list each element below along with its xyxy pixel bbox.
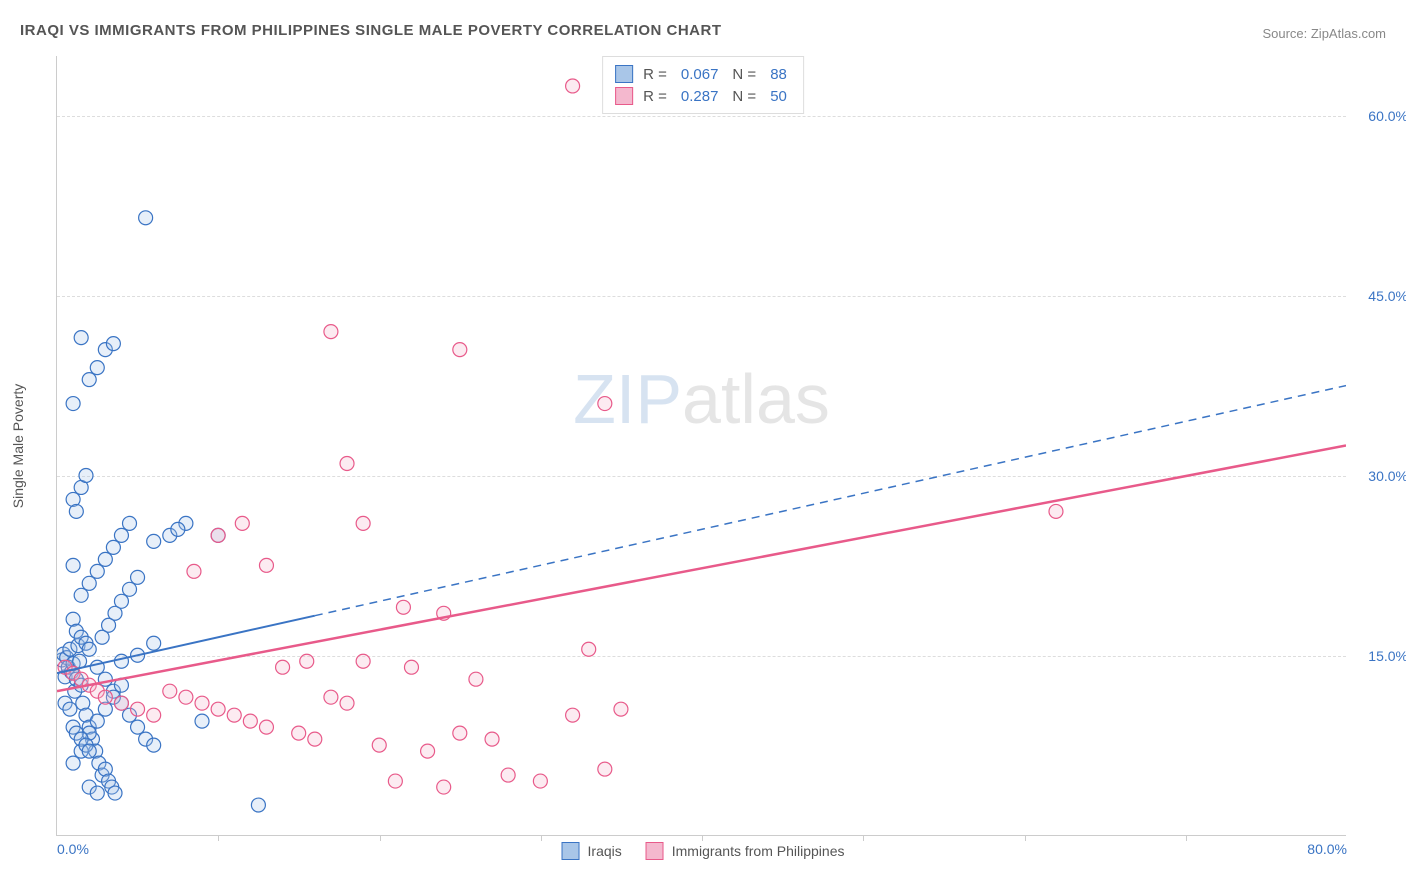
y-tick-label: 60.0% bbox=[1352, 108, 1406, 124]
y-tick-label: 15.0% bbox=[1352, 648, 1406, 664]
y-axis-label: Single Male Poverty bbox=[10, 384, 26, 509]
legend-item-iraqis: Iraqis bbox=[562, 842, 622, 860]
y-tick-label: 45.0% bbox=[1352, 288, 1406, 304]
legend-label: Iraqis bbox=[588, 843, 622, 859]
swatch-philippines-icon bbox=[646, 842, 664, 860]
swatch-iraqis-icon bbox=[562, 842, 580, 860]
correlation-legend: R =0.067 N =88 R =0.287 N =50 bbox=[602, 56, 804, 114]
x-tick-label: 0.0% bbox=[57, 841, 89, 857]
legend-label: Immigrants from Philippines bbox=[672, 843, 845, 859]
legend-row-philippines: R =0.287 N =50 bbox=[615, 85, 791, 107]
source-label: Source: ZipAtlas.com bbox=[1262, 26, 1386, 41]
legend-item-philippines: Immigrants from Philippines bbox=[646, 842, 845, 860]
x-tick-label: 80.0% bbox=[1307, 841, 1347, 857]
chart-title: IRAQI VS IMMIGRANTS FROM PHILIPPINES SIN… bbox=[20, 22, 721, 39]
series-legend: Iraqis Immigrants from Philippines bbox=[562, 842, 845, 860]
y-tick-label: 30.0% bbox=[1352, 468, 1406, 484]
swatch-iraqis bbox=[615, 65, 633, 83]
swatch-philippines bbox=[615, 87, 633, 105]
scatter-svg bbox=[57, 56, 1346, 835]
plot-area: ZIPatlas 15.0%30.0%45.0%60.0% 0.0%80.0% bbox=[56, 56, 1346, 836]
legend-row-iraqis: R =0.067 N =88 bbox=[615, 63, 791, 85]
